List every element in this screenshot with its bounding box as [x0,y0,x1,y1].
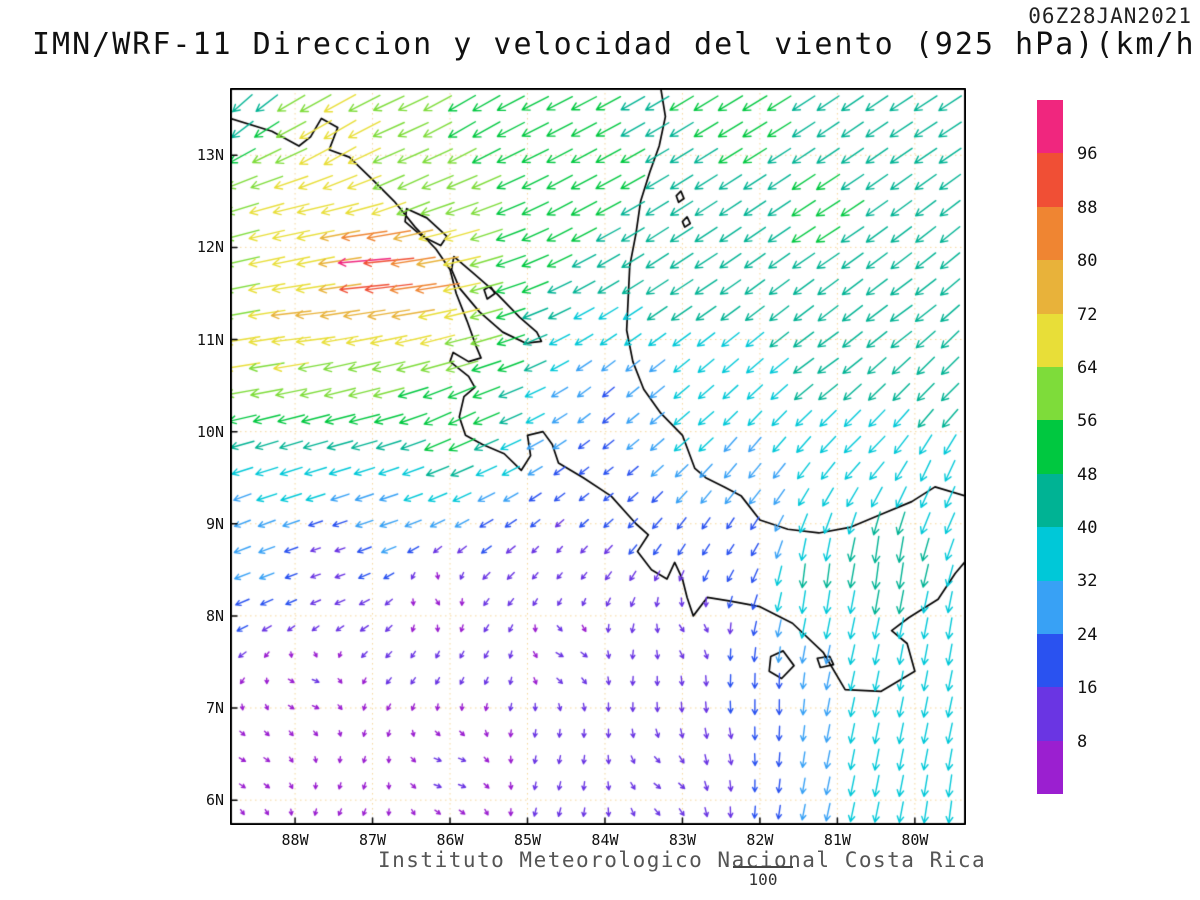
colorbar-segment-5 [1037,527,1063,581]
colorbar-segment-10 [1037,260,1063,314]
lon-tick-label-80W: 80W [901,831,929,849]
colorbar-segment-2 [1037,687,1063,741]
lat-tick-label-7N: 7N [205,699,224,717]
lat-tick-label-10N: 10N [196,422,224,441]
lat-tick-label-8N: 8N [205,606,224,625]
colorbar-segment-4 [1037,580,1063,634]
lat-tick-label-11N: 11N [196,330,224,349]
lon-tick-label-87W: 87W [359,831,387,849]
lon-tick-label-82W: 82W [746,831,774,849]
colorbar-segment-3 [1037,633,1063,688]
lat-tick-label-6N: 6N [205,791,224,810]
colorbar-level-96: 96 [1077,144,1098,165]
colorbar-level-16: 16 [1077,678,1098,699]
colorbar-segment-13 [1037,100,1063,154]
lon-tick-label-81W: 81W [823,831,851,849]
wind-vector-map [230,88,966,825]
colorbar-segment-12 [1037,153,1063,207]
colorbar-level-56: 56 [1077,411,1098,432]
colorbar-level-24: 24 [1077,624,1098,645]
colorbar-level-64: 64 [1077,357,1098,378]
lon-tick-label-85W: 85W [513,831,542,849]
colorbar-level-40: 40 [1077,518,1098,539]
colorbar-segment-7 [1037,420,1063,474]
colorbar-segment-6 [1037,473,1063,528]
lat-tick-label-13N: 13N [196,146,224,165]
colorbar-segment-11 [1037,206,1063,261]
lon-tick-label-86W: 86W [436,831,464,849]
lon-tick-label-83W: 83W [668,831,696,849]
valid-timestamp: 06Z28JAN2021 [1028,4,1192,28]
colorbar-level-48: 48 [1077,464,1098,485]
institute-credit: Instituto Meteorologico Nacional Costa R… [378,848,987,872]
colorbar-segment-1 [1037,740,1063,795]
lat-tick-label-12N: 12N [196,238,224,257]
colorbar-level-72: 72 [1077,304,1098,325]
lon-tick-label-84W: 84W [591,831,619,849]
lon-tick-label-88W: 88W [281,831,309,849]
colorbar-level-88: 88 [1077,197,1098,218]
reference-vector-label: 100 [748,870,778,889]
colorbar-level-80: 80 [1077,251,1098,272]
chart-title: IMN/WRF-11 Direccion y velocidad del vie… [32,27,1200,62]
colorbar-level-32: 32 [1077,571,1098,592]
colorbar [1037,100,1063,795]
colorbar-segment-8 [1037,366,1063,421]
colorbar-level-8: 8 [1077,731,1088,752]
reference-vector-line [733,866,793,868]
colorbar-segment-9 [1037,313,1063,367]
lat-tick-label-9N: 9N [205,514,224,533]
